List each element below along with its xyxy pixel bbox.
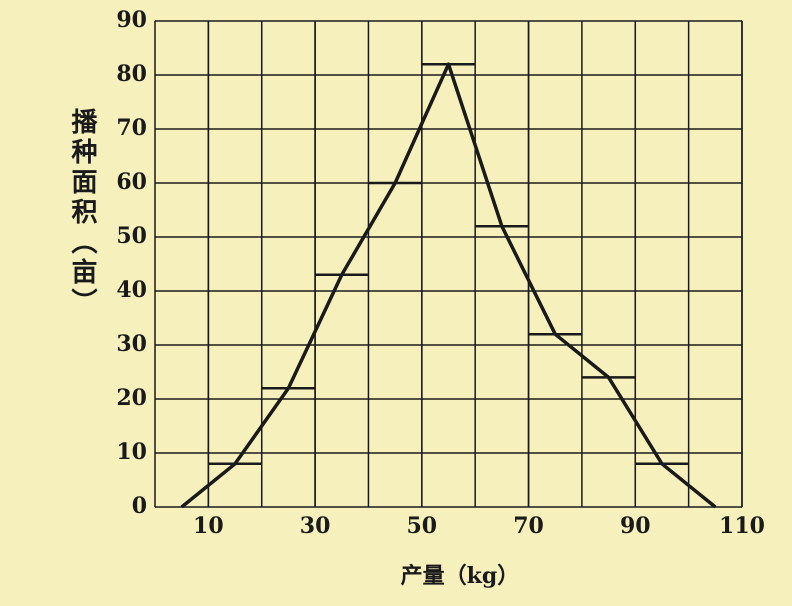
- y-tick-label: 70: [116, 115, 147, 141]
- y-tick-label: 40: [116, 277, 147, 303]
- y-tick-label: 50: [116, 223, 147, 249]
- y-tick-label: 10: [116, 439, 147, 465]
- x-tick-label: 70: [513, 513, 544, 539]
- x-tick-label: 30: [300, 513, 331, 539]
- frequency-polygon: [180, 62, 717, 509]
- x-tick-label: 10: [193, 513, 224, 539]
- y-tick-label: 30: [116, 331, 147, 357]
- x-axis-label: 产量（kg）: [401, 563, 520, 589]
- x-tick-label: 50: [407, 513, 438, 539]
- y-tick-label: 20: [116, 385, 147, 411]
- y-axis-label: 播种面积（亩）: [67, 108, 97, 318]
- y-tick-label: 90: [116, 7, 147, 33]
- y-tick-label: 80: [116, 61, 147, 87]
- y-tick-label: 0: [132, 493, 147, 519]
- x-tick-label: 90: [620, 513, 651, 539]
- y-tick-label: 60: [116, 169, 147, 195]
- x-tick-label: 110: [719, 513, 765, 539]
